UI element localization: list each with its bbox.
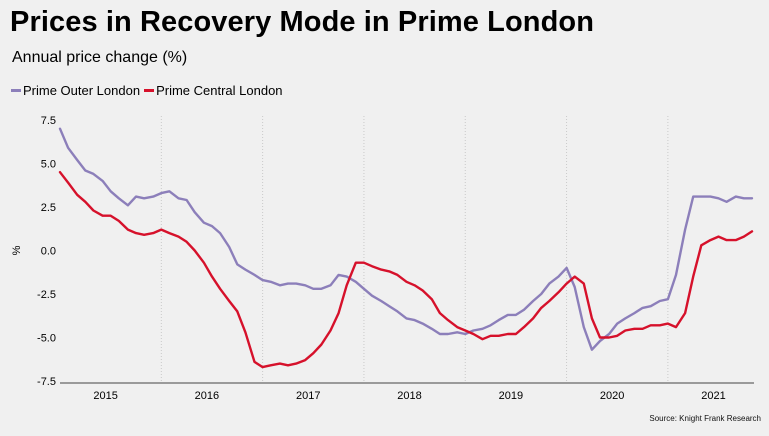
source-note: Source: Knight Frank Research bbox=[649, 414, 761, 423]
legend: Prime Outer London Prime Central London bbox=[11, 83, 287, 98]
legend-swatch-prime-central-london bbox=[144, 89, 155, 92]
legend-label-prime-outer-london: Prime Outer London bbox=[23, 83, 141, 98]
legend-swatch-prime-outer-london bbox=[11, 89, 21, 92]
y-tick-label: -5.0 bbox=[37, 333, 56, 345]
x-tick-label: 2017 bbox=[296, 390, 320, 402]
x-tick-label: 2016 bbox=[195, 390, 219, 402]
legend-item-prime-outer-london: Prime Outer London bbox=[11, 83, 140, 98]
legend-item-prime-central-london: Prime Central London bbox=[144, 83, 283, 98]
x-tick-label: 2018 bbox=[397, 390, 421, 402]
x-tick-label: 2015 bbox=[93, 390, 117, 402]
y-tick-label: -7.5 bbox=[37, 376, 56, 388]
y-tick-label: 2.5 bbox=[41, 202, 56, 214]
y-tick-label: -2.5 bbox=[37, 289, 56, 301]
label-layer: 7.5 5.0 2.5 0.0 -2.5 -5.0 -7.5% 2015 2016 2017 201… bbox=[11, 115, 726, 402]
y-tick-label: 0.0 bbox=[41, 246, 56, 258]
y-tick-label: 5.0 bbox=[41, 159, 56, 171]
x-tick-label: 2020 bbox=[600, 390, 624, 402]
series-line-prime-central-london bbox=[58, 170, 754, 369]
y-axis-label: % bbox=[11, 245, 23, 255]
series-line-prime-outer-london bbox=[58, 127, 754, 351]
x-tick-label: 2021 bbox=[701, 390, 725, 402]
legend-label-prime-central-london: Prime Central London bbox=[156, 83, 283, 98]
chart-subtitle: Annual price change (%) bbox=[12, 49, 188, 66]
y-tick-label: 7.5 bbox=[41, 115, 56, 127]
grid-layer bbox=[160, 116, 669, 381]
x-tick-label: 2019 bbox=[499, 390, 523, 402]
series-layer bbox=[58, 127, 754, 369]
chart-title: Prices in Recovery Mode in Prime London bbox=[10, 6, 595, 38]
